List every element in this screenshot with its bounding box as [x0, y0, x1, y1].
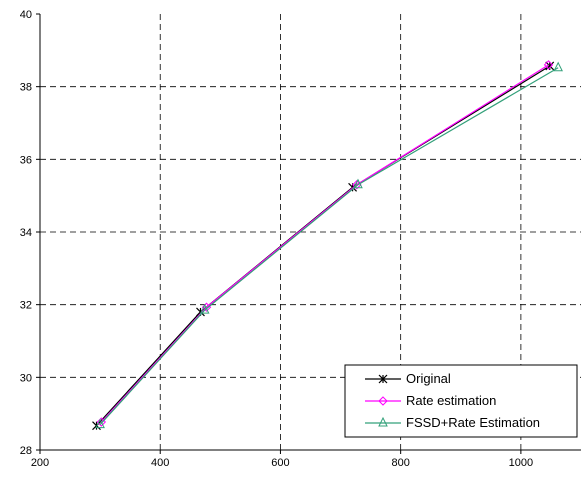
y-tick-label: 36: [20, 154, 32, 166]
x-tick-label: 600: [271, 457, 289, 469]
y-tick-label: 38: [20, 82, 32, 94]
y-tick-label: 34: [20, 227, 32, 239]
series-2-point: [543, 60, 554, 70]
series-1-point: [545, 61, 555, 71]
y-tick-label: 28: [20, 445, 32, 457]
axes: [36, 13, 581, 454]
y-tick-label: 40: [20, 9, 32, 21]
legend-label: FSSD+Rate Estimation: [406, 415, 540, 430]
series-line-2: [100, 64, 549, 423]
x-tick-label: 200: [31, 457, 49, 469]
legend-label: Rate estimation: [406, 393, 496, 408]
legend-swatch-marker: [378, 374, 388, 384]
legend-label: Original: [406, 371, 451, 386]
y-tick-label: 32: [20, 300, 32, 312]
legend-swatch-marker: [378, 396, 388, 406]
x-tick-label: 1000: [509, 457, 533, 469]
y-tick-label: 30: [20, 372, 32, 384]
series-3-point: [353, 178, 363, 189]
x-tick-label: 400: [151, 457, 169, 469]
tick-labels: 200 400 600 800 1000 28 30 32 34 36 38 40: [20, 9, 533, 469]
series-3-point: [95, 418, 105, 429]
series-3-point: [553, 61, 563, 72]
series-1-point: [92, 421, 101, 431]
legend-swatch-marker: [378, 416, 388, 427]
legend: Original Rate estimation FSSD+Rate Estimat…: [344, 364, 578, 438]
series-line-3: [99, 67, 559, 425]
x-tick-label: 800: [391, 457, 409, 469]
series-3-point: [199, 303, 210, 314]
series-group: [92, 60, 563, 431]
